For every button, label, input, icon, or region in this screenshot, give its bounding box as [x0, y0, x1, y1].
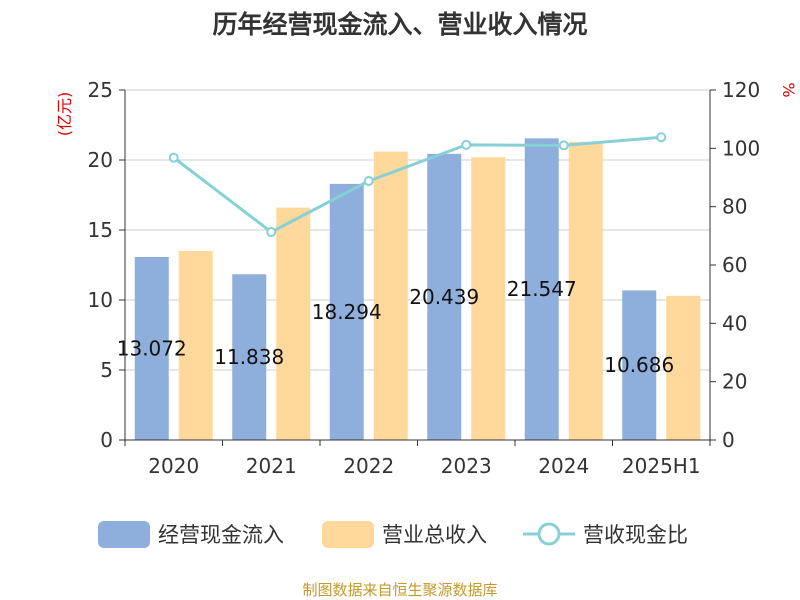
bar-data-label: 21.547	[507, 277, 577, 301]
bar	[568, 141, 603, 441]
right-tick-label: 60	[722, 253, 747, 277]
x-tick-label: 2025H1	[622, 454, 701, 478]
right-tick-label: 80	[722, 195, 747, 219]
grid	[125, 89, 710, 371]
data-labels: 13.072 11.838 18.294 20.439 21.547 10.686	[117, 277, 674, 377]
bar	[232, 274, 267, 440]
line-point	[558, 140, 569, 151]
bar-data-label: 18.294	[312, 300, 382, 324]
bar	[178, 251, 213, 440]
x-tick-label: 2022	[343, 454, 394, 478]
line-series	[168, 132, 667, 238]
right-tick-label: 20	[722, 370, 747, 394]
bar	[134, 256, 169, 440]
x-tick-label: 2020	[148, 454, 199, 478]
x-tick-label: 2021	[246, 454, 297, 478]
right-tick-label: 100	[722, 136, 760, 160]
line-point	[168, 152, 179, 163]
right-tick-label: 40	[722, 311, 747, 335]
left-tick-label: 0	[100, 428, 113, 452]
bar	[471, 157, 506, 440]
bar	[666, 295, 701, 440]
bar-data-label: 13.072	[117, 336, 187, 360]
bars	[134, 138, 701, 441]
line-point	[461, 139, 472, 150]
right-tick-label: 0	[722, 428, 735, 452]
bar-data-label: 20.439	[409, 285, 479, 309]
left-tick-label: 15	[88, 218, 113, 242]
bar	[524, 138, 559, 441]
legend-swatch	[98, 521, 150, 548]
right-axis-unit: %	[779, 82, 798, 97]
x-tick-label: 2023	[441, 454, 492, 478]
right-tick-label: 120	[722, 78, 760, 102]
legend-label: 经营现金流入	[158, 523, 284, 547]
line-point	[363, 176, 374, 186]
bar	[622, 290, 657, 440]
bar	[329, 183, 364, 440]
bar-data-label: 10.686	[604, 353, 674, 377]
left-axis-unit: (亿元)	[55, 92, 74, 137]
footer-source: 制图数据来自恒生聚源数据库	[302, 581, 497, 599]
bar	[427, 153, 462, 440]
left-tick-label: 20	[88, 148, 113, 172]
left-tick-label: 5	[100, 358, 113, 382]
line-point	[266, 227, 277, 238]
legend-swatch-marker	[537, 522, 561, 546]
left-tick-label: 10	[88, 288, 113, 312]
line-point	[656, 132, 667, 143]
legend-label: 营业总收入	[382, 523, 487, 547]
x-tick-label: 2024	[538, 454, 589, 478]
axes: 0 5 10 15 20 25 0 20 40 60 80 100 120 2020 2021 2022 202…	[88, 78, 761, 478]
chart-title: 历年经营现金流入、营业收入情况	[212, 10, 587, 39]
legend-swatch	[322, 521, 374, 548]
bar	[276, 207, 311, 440]
legend-label: 营收现金比	[583, 523, 688, 547]
bar-data-label: 11.838	[214, 345, 284, 369]
bar	[373, 151, 408, 440]
left-tick-label: 25	[88, 78, 113, 102]
legend: 经营现金流入 营业总收入 营收现金比	[98, 521, 688, 548]
line-path	[172, 135, 662, 234]
